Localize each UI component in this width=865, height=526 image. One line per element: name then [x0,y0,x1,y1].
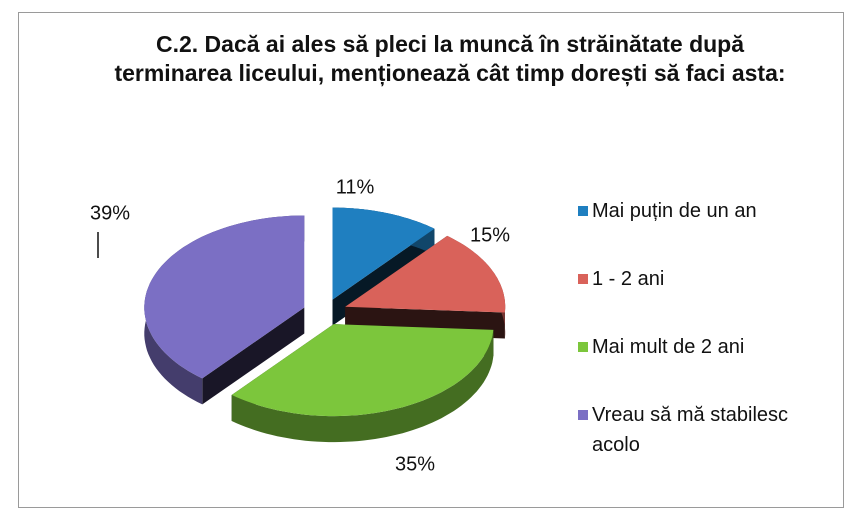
legend-swatch [578,274,588,284]
data-label: 11% [336,176,375,198]
pie-slice [345,235,506,313]
pie-slice [144,215,305,379]
legend-swatch [578,206,588,216]
legend-swatch [578,410,588,420]
data-label: 15% [470,224,510,246]
pie-slice [332,207,435,300]
chart-frame [18,12,844,508]
legend: Mai puțin de un an 1 - 2 ani Mai mult de 2… [578,196,838,498]
legend-item: Mai puțin de un an [578,196,838,226]
chart-title: C.2. Dacă ai ales să pleci la muncă în s… [114,31,786,86]
legend-swatch [578,342,588,352]
slice-edge [202,307,305,405]
data-label: 39% [90,202,130,224]
legend-label: Vreau să mă stabilesc acolo [592,404,789,456]
pie-slice [231,324,494,417]
data-label: 35% [395,453,435,475]
legend-label: Mai mult de 2 ani [592,336,745,358]
slice-side [231,329,494,443]
legend-item: Mai mult de 2 ani [578,332,838,362]
legend-item: 1 - 2 ani [578,264,838,294]
legend-item: Vreau să mă stabilesc acolo [578,400,838,460]
legend-label: Mai puțin de un an [592,200,757,222]
legend-label: 1 - 2 ani [592,268,665,290]
